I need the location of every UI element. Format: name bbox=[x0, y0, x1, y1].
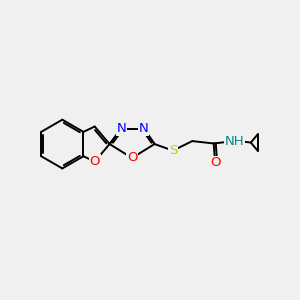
Text: O: O bbox=[89, 155, 100, 168]
Text: N: N bbox=[139, 122, 149, 135]
Text: S: S bbox=[169, 144, 177, 157]
Text: O: O bbox=[210, 156, 220, 169]
Text: NH: NH bbox=[225, 135, 244, 148]
Text: N: N bbox=[116, 122, 126, 135]
Text: O: O bbox=[127, 152, 137, 164]
